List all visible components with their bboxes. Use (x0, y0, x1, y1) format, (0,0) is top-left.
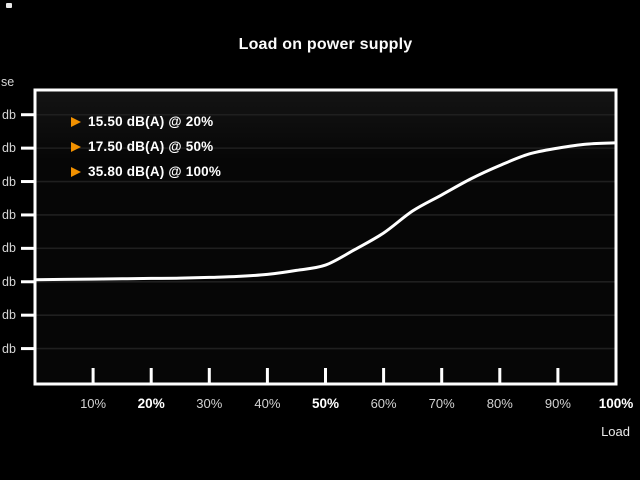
triangle-bullet-icon (71, 116, 81, 127)
noise-curve (33, 141, 618, 282)
triangle-bullet-icon (71, 166, 81, 177)
y-axis-title-fragment: se (1, 75, 15, 89)
y-axis-tick-label: db (2, 241, 16, 256)
y-axis-tick-label: db (2, 341, 16, 356)
y-axis-tick-label: db (2, 107, 16, 122)
x-axis-tick-label: 70% (428, 396, 455, 411)
y-axis-tick-label: db (2, 174, 16, 189)
chart-title: Load on power supply (238, 36, 413, 53)
y-axis-tick-label: db (2, 308, 16, 323)
x-axis-tick-label: 90% (544, 396, 571, 411)
y-axis-tick-label: db (2, 207, 16, 222)
x-axis-tick-label: 40% (254, 396, 281, 411)
y-axis-tick-label: db (2, 141, 16, 156)
x-axis-tick-label: 100% (598, 396, 634, 411)
x-axis-tick-label: 10% (80, 396, 107, 411)
legend-item: 15.50 dB(A) @ 20% (71, 114, 213, 129)
legend-item: 35.80 dB(A) @ 100% (71, 164, 221, 179)
legend-item-label: 17.50 dB(A) @ 50% (88, 139, 214, 154)
x-axis-tick-label: 60% (370, 396, 397, 411)
screen-artifact-dot (6, 3, 12, 8)
y-axis-tick-label: db (2, 274, 16, 289)
x-axis-tick-label: 20% (137, 396, 165, 411)
x-axis-tick-label: 50% (311, 396, 340, 411)
triangle-bullet-icon (71, 141, 81, 152)
legend-item: 17.50 dB(A) @ 50% (71, 139, 213, 154)
plot-border (33, 88, 618, 386)
x-axis-title: Load (601, 424, 630, 439)
legend-item-label: 35.80 dB(A) @ 100% (88, 164, 222, 179)
x-axis-tick-label: 30% (196, 396, 223, 411)
plot-top-sheen (36, 91, 615, 162)
legend-item-label: 15.50 dB(A) @ 20% (88, 114, 214, 129)
x-axis-tick-label: 80% (486, 396, 513, 411)
